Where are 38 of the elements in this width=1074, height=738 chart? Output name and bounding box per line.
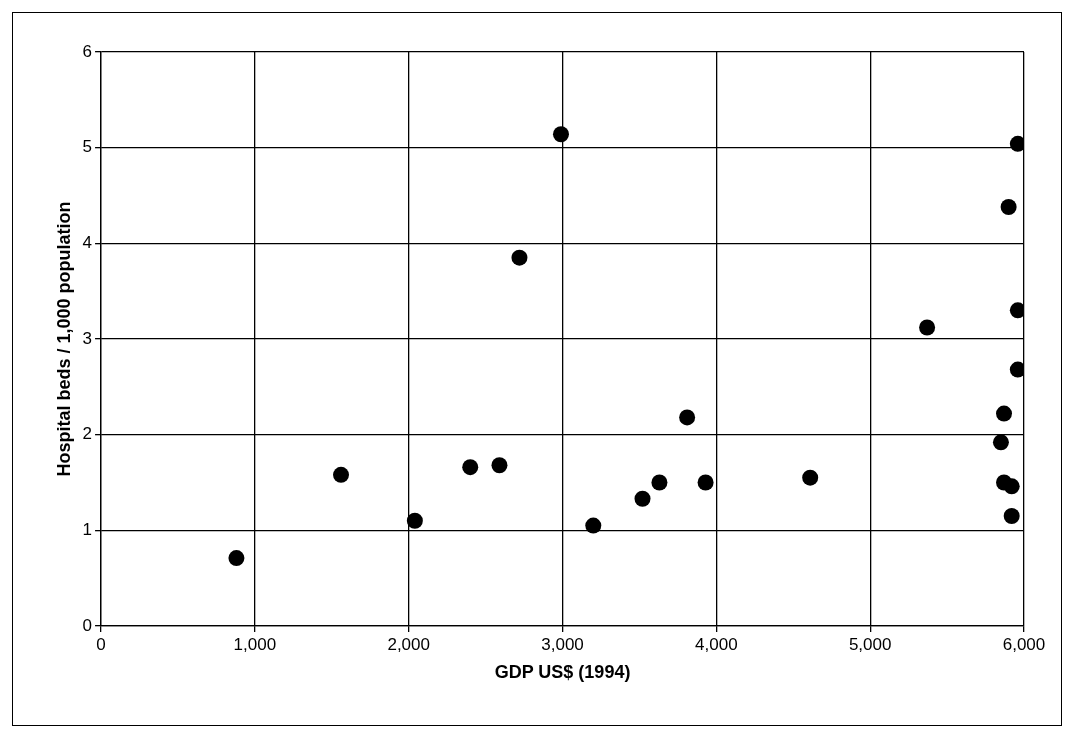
point [634, 490, 651, 507]
x-tick-label: 4,000 [695, 634, 738, 654]
x-tick-label: 6,000 [1002, 634, 1046, 654]
y-tick-label: 2 [82, 424, 93, 444]
point [679, 409, 696, 426]
x-tick-label: 2,000 [387, 634, 430, 654]
point [802, 469, 819, 486]
y-tick-label: 4 [82, 233, 93, 253]
point [697, 474, 714, 491]
point [333, 466, 350, 483]
y-tick-label: 0 [82, 615, 93, 635]
point [1003, 478, 1020, 495]
point [511, 249, 528, 266]
point [552, 126, 569, 143]
point [228, 550, 245, 567]
point [1003, 507, 1020, 524]
point [996, 405, 1012, 422]
x-tick-label: 0 [96, 634, 106, 654]
point [406, 512, 423, 529]
point [1000, 198, 1017, 215]
point [651, 474, 668, 491]
y-tick-label: 6 [82, 41, 93, 61]
point [992, 434, 1009, 451]
point [462, 459, 479, 476]
y-tick-label: 5 [82, 137, 93, 157]
x-axis-title: GDP US$ (1994) [494, 662, 631, 683]
y-tick-label: 3 [82, 328, 93, 348]
point [1009, 361, 1024, 378]
y-tick-label: 1 [82, 520, 93, 540]
x-tick-label: 1,000 [233, 634, 277, 654]
point [585, 517, 602, 534]
point [1009, 302, 1024, 319]
y-axis-title: Hospital beds / 1,000 population [53, 201, 74, 477]
x-tick-label: 5,000 [848, 634, 892, 654]
point [491, 457, 508, 474]
point [919, 319, 936, 336]
point [1009, 135, 1024, 152]
x-tick-label: 3,000 [541, 634, 584, 654]
